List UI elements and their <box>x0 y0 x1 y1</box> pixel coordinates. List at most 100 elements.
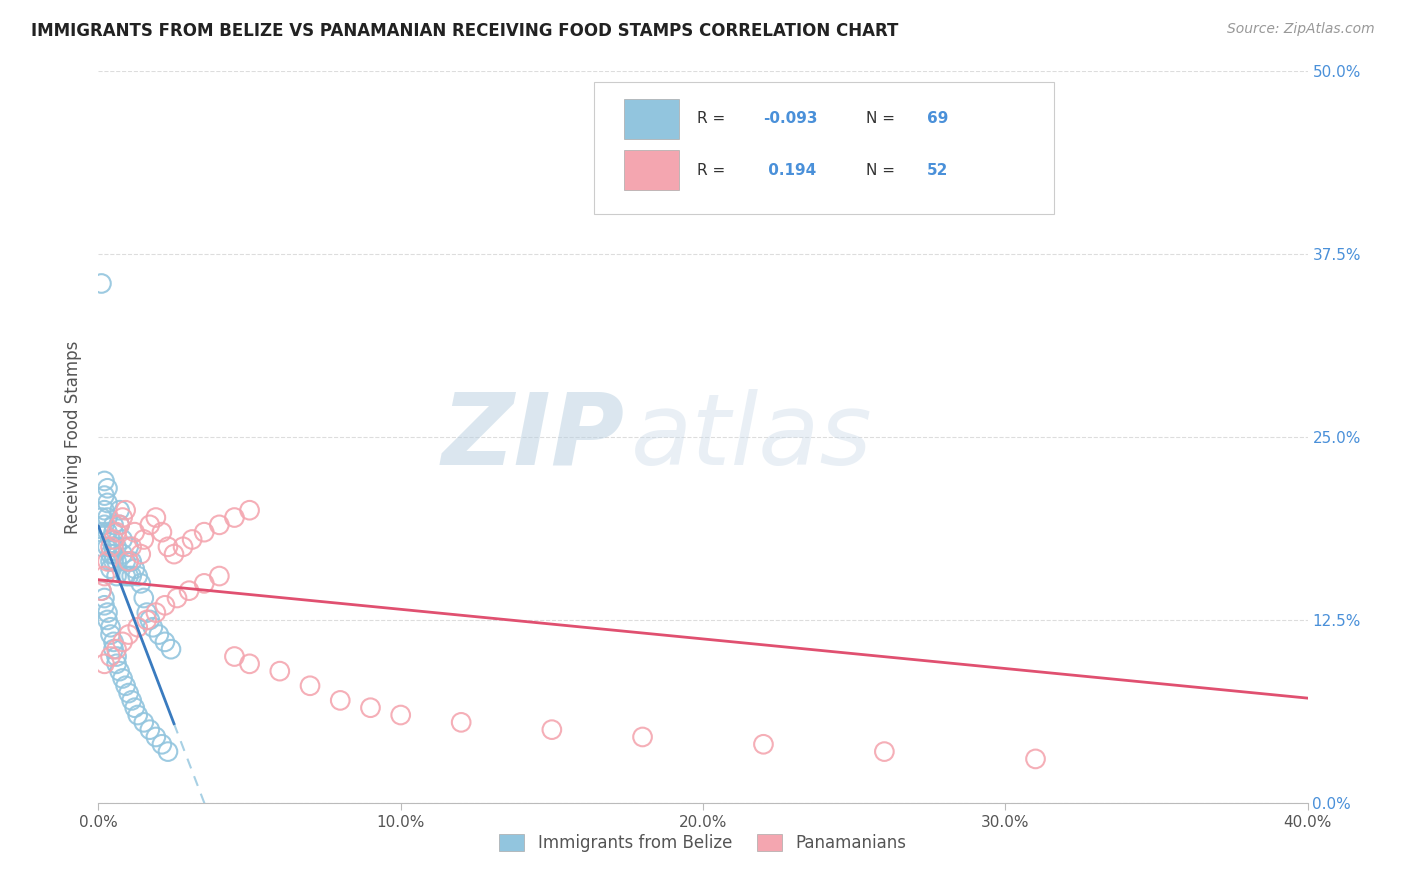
Point <box>105 569 128 583</box>
Text: R =: R = <box>697 112 730 127</box>
Text: R =: R = <box>697 162 730 178</box>
Point <box>153 635 176 649</box>
Point <box>156 540 179 554</box>
Point <box>150 737 173 751</box>
Point <box>631 730 654 744</box>
Text: atlas: atlas <box>630 389 872 485</box>
Point <box>90 277 112 291</box>
Point <box>96 613 118 627</box>
Point <box>105 657 128 671</box>
Point <box>111 533 134 547</box>
Point <box>103 547 125 561</box>
FancyBboxPatch shape <box>595 82 1053 214</box>
Point <box>103 554 125 568</box>
Point <box>93 599 115 613</box>
Point <box>142 620 165 634</box>
Text: Source: ZipAtlas.com: Source: ZipAtlas.com <box>1227 22 1375 37</box>
Point <box>96 481 118 495</box>
Point <box>108 517 131 532</box>
Point <box>114 569 136 583</box>
Point <box>121 693 143 707</box>
Point <box>166 591 188 605</box>
Point <box>90 525 112 540</box>
Point <box>114 679 136 693</box>
Point <box>93 517 115 532</box>
Point <box>118 540 141 554</box>
Point <box>93 569 115 583</box>
Point <box>208 569 231 583</box>
Point <box>450 715 472 730</box>
Point <box>132 533 155 547</box>
Point <box>100 627 122 641</box>
Point <box>132 591 155 605</box>
Point <box>239 657 262 671</box>
Point <box>135 613 157 627</box>
Point <box>124 700 146 714</box>
Legend: Immigrants from Belize, Panamanians: Immigrants from Belize, Panamanians <box>491 825 915 860</box>
Point <box>121 540 143 554</box>
Point <box>96 606 118 620</box>
Text: -0.093: -0.093 <box>763 112 818 127</box>
Point <box>145 510 167 524</box>
Point <box>139 613 162 627</box>
Point <box>90 583 112 598</box>
Point <box>239 503 262 517</box>
Point <box>139 723 162 737</box>
Point <box>124 562 146 576</box>
Point <box>105 649 128 664</box>
Point <box>108 664 131 678</box>
Point <box>329 693 352 707</box>
Point <box>156 745 179 759</box>
Text: N =: N = <box>866 112 896 127</box>
Point <box>111 672 134 686</box>
Point <box>103 540 125 554</box>
Text: 0.194: 0.194 <box>763 162 817 178</box>
Point <box>269 664 291 678</box>
Point <box>121 554 143 568</box>
Point <box>127 620 149 634</box>
Point <box>93 657 115 671</box>
Point <box>118 554 141 568</box>
Point <box>129 547 152 561</box>
Point <box>105 540 128 554</box>
Y-axis label: Receiving Food Stamps: Receiving Food Stamps <box>65 341 83 533</box>
Point <box>103 525 125 540</box>
Point <box>96 540 118 554</box>
Point <box>114 503 136 517</box>
Point <box>132 715 155 730</box>
Point <box>96 554 118 568</box>
Text: IMMIGRANTS FROM BELIZE VS PANAMANIAN RECEIVING FOOD STAMPS CORRELATION CHART: IMMIGRANTS FROM BELIZE VS PANAMANIAN REC… <box>31 22 898 40</box>
Point <box>103 635 125 649</box>
Point <box>299 679 322 693</box>
Bar <box>624 150 679 190</box>
Point <box>96 510 118 524</box>
Point <box>224 510 246 524</box>
Point <box>93 591 115 605</box>
Point <box>540 723 562 737</box>
Point <box>124 525 146 540</box>
Point <box>111 510 134 524</box>
Point <box>208 517 231 532</box>
Point <box>118 627 141 641</box>
Text: N =: N = <box>866 162 896 178</box>
Point <box>96 496 118 510</box>
Point <box>100 540 122 554</box>
Point <box>118 686 141 700</box>
Point <box>1024 752 1046 766</box>
Point <box>108 503 131 517</box>
Point <box>150 525 173 540</box>
Point <box>127 569 149 583</box>
Point <box>224 649 246 664</box>
Point <box>153 599 176 613</box>
Point <box>105 554 128 568</box>
Point <box>179 583 201 598</box>
Point <box>127 708 149 723</box>
Text: 69: 69 <box>927 112 948 127</box>
Point <box>163 547 186 561</box>
Point <box>193 525 215 540</box>
Point <box>96 525 118 540</box>
Point <box>103 517 125 532</box>
Point <box>129 576 152 591</box>
Point <box>90 510 112 524</box>
Point <box>873 745 896 759</box>
